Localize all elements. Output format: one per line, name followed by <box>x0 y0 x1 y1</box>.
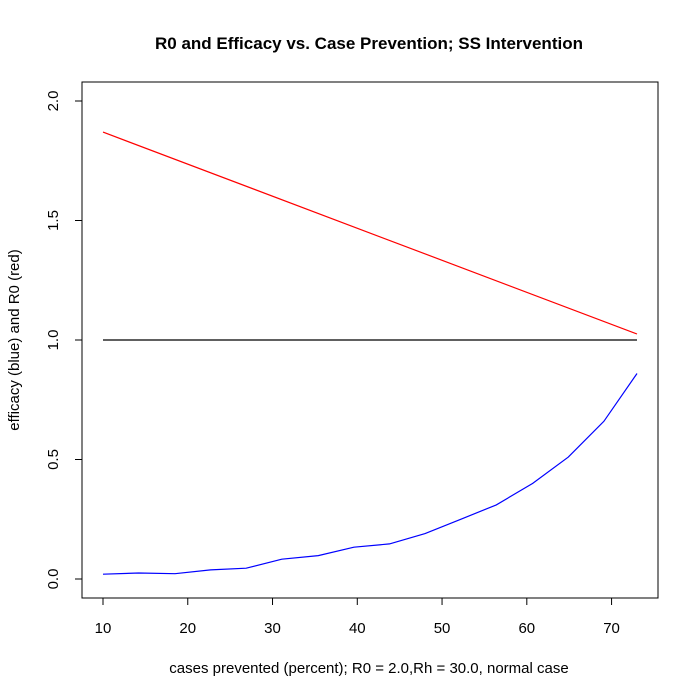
x-tick-label: 40 <box>349 620 366 637</box>
y-axis-label: efficacy (blue) and R0 (red) <box>6 249 23 430</box>
x-tick-label: 70 <box>603 620 620 637</box>
x-tick-label: 50 <box>434 620 451 637</box>
y-tick-label: 0.0 <box>45 569 62 590</box>
y-tick-label: 1.0 <box>45 330 62 351</box>
x-tick-label: 10 <box>95 620 112 637</box>
x-axis-label: cases prevented (percent); R0 = 2.0,Rh =… <box>169 660 568 677</box>
x-tick-label: 30 <box>264 620 281 637</box>
chart-title: R0 and Efficacy vs. Case Prevention; SS … <box>155 34 583 53</box>
series-layer <box>102 131 638 575</box>
y-tick-label: 2.0 <box>45 91 62 112</box>
x-tick-label: 60 <box>518 620 535 637</box>
y-axis: 0.0 0.5 1.0 1.5 2.0 <box>45 91 83 590</box>
x-tick-label: 20 <box>179 620 196 637</box>
blue-series-line <box>102 373 638 575</box>
y-tick-label: 1.5 <box>45 210 62 231</box>
y-tick-label: 0.5 <box>45 449 62 470</box>
x-axis: 10 20 30 40 50 60 70 <box>95 597 620 637</box>
red-series-line <box>102 131 638 335</box>
